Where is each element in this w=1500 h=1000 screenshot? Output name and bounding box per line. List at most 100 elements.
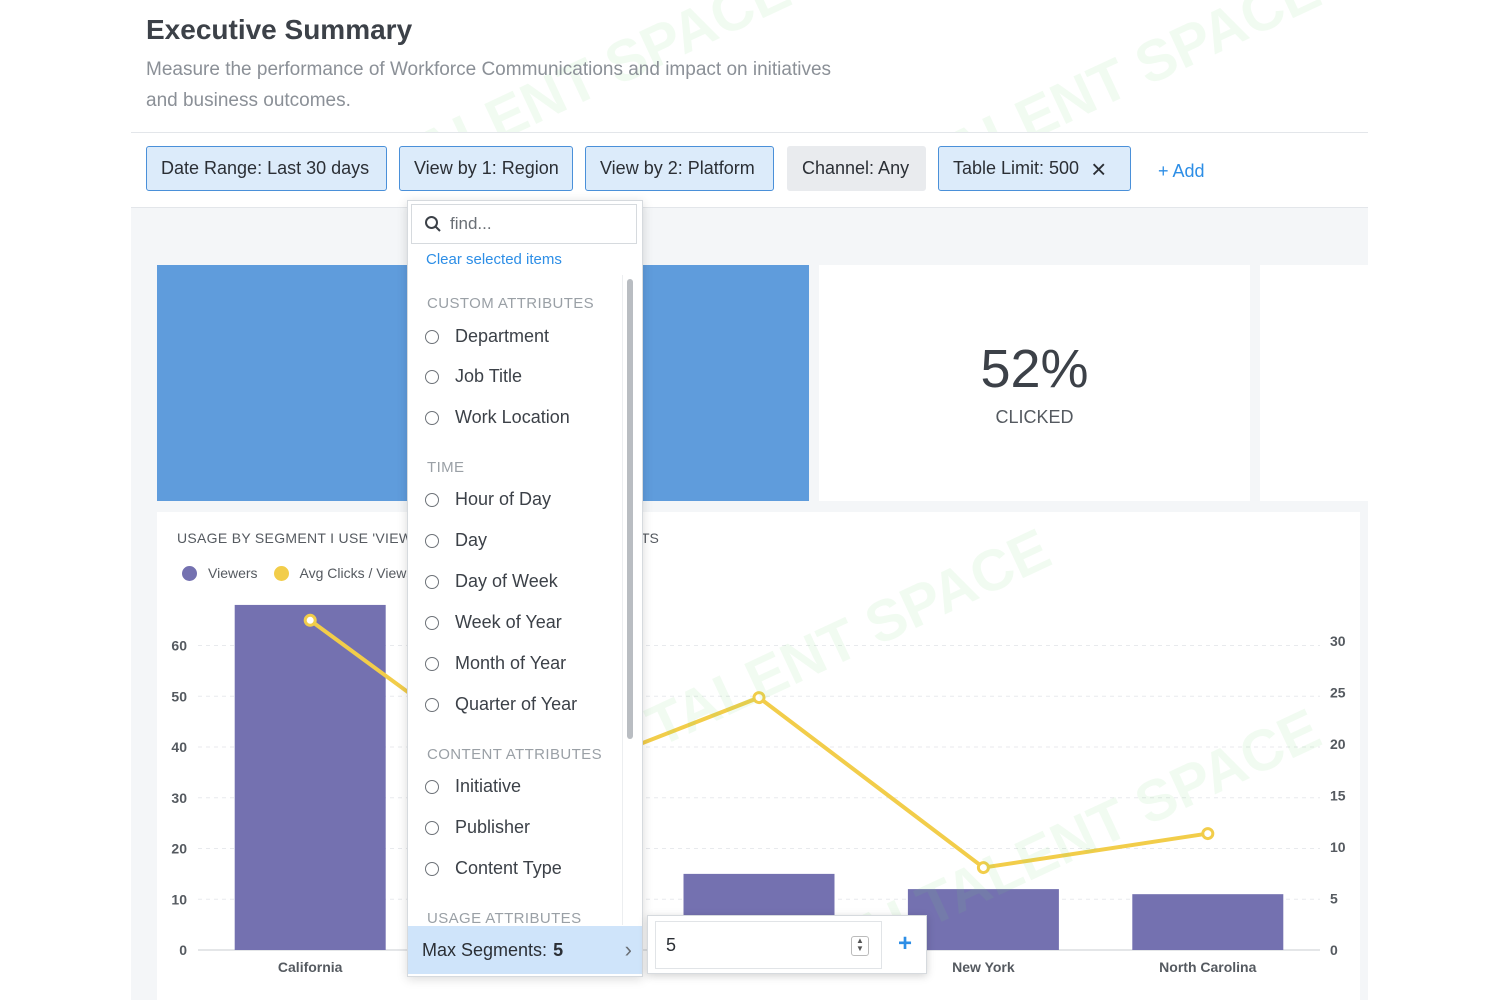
point-avg-clicks xyxy=(303,613,317,627)
find-field[interactable] xyxy=(411,204,637,244)
option-publisher[interactable]: Publisher xyxy=(425,817,530,838)
option-label: Hour of Day xyxy=(455,489,552,509)
view-by-2-filter[interactable]: View by 2: Platform xyxy=(585,146,774,191)
y-left-tick-label: 30 xyxy=(171,790,187,806)
option-label: Content Type xyxy=(455,858,562,878)
bar-viewers xyxy=(907,889,1059,950)
y-left-tick-label: 0 xyxy=(179,942,187,958)
find-input[interactable] xyxy=(448,213,622,235)
point-avg-clicks xyxy=(976,861,990,875)
y-left-tick-label: 20 xyxy=(171,841,187,857)
legend-viewers: Viewers xyxy=(208,565,258,581)
y-right-tick-label: 0 xyxy=(1330,942,1338,958)
max-segments-item[interactable]: Max Segments: 5 › xyxy=(408,926,642,974)
radio-icon[interactable] xyxy=(425,410,439,425)
clicks-legend-dot xyxy=(273,565,289,581)
table-limit-filter[interactable]: Table Limit: 500 × xyxy=(938,146,1131,191)
divider xyxy=(131,132,1368,133)
point-avg-clicks xyxy=(1201,827,1215,841)
y-left-tick-label: 40 xyxy=(171,739,187,755)
option-content-type[interactable]: Content Type xyxy=(425,858,562,879)
clear-selected-link[interactable]: Clear selected items xyxy=(426,251,562,268)
radio-icon[interactable] xyxy=(425,861,439,876)
option-work-location[interactable]: Work Location xyxy=(425,407,570,428)
option-day[interactable]: Day xyxy=(425,530,487,551)
option-month-of-year[interactable]: Month of Year xyxy=(425,653,566,674)
close-icon[interactable]: × xyxy=(1091,153,1107,184)
max-segments-popover: 5 ▲ ▼ + xyxy=(647,915,927,974)
stat-label: CLICKED xyxy=(995,407,1074,427)
radio-icon[interactable] xyxy=(425,329,439,344)
max-segments-value: 5 xyxy=(553,939,564,960)
chevron-right-icon: › xyxy=(624,937,632,962)
view-by-dropdown: Clear selected items CUSTOM ATTRIBUTES D… xyxy=(407,200,643,977)
add-filter-button[interactable]: + Add xyxy=(1158,161,1205,181)
chart-title: USAGE BY SEGMENT I USE 'VIEW xyxy=(177,530,413,546)
y-left-tick-label: 50 xyxy=(171,688,187,704)
radio-icon[interactable] xyxy=(425,615,439,630)
page-title: Executive Summary xyxy=(146,14,413,45)
option-label: Department xyxy=(455,326,550,346)
option-initiative[interactable]: Initiative xyxy=(425,776,521,797)
y-right-tick-label: 5 xyxy=(1330,890,1338,906)
channel-label: Channel: Any xyxy=(802,158,910,178)
option-job-title[interactable]: Job Title xyxy=(425,366,522,387)
option-quarter-of-year[interactable]: Quarter of Year xyxy=(425,694,577,715)
y-right-tick-label: 15 xyxy=(1330,787,1346,803)
option-day-of-week[interactable]: Day of Week xyxy=(425,571,558,592)
viewers-legend-dot xyxy=(182,565,197,581)
bar-viewers xyxy=(234,604,386,950)
max-segments-input[interactable]: 5 ▲ ▼ xyxy=(655,921,882,969)
y-left-tick-label: 60 xyxy=(171,638,187,654)
option-label: Month of Year xyxy=(455,653,567,673)
section-usage-attributes: USAGE ATTRIBUTES xyxy=(427,910,582,927)
filter-bar: Date Range: Last 30 days View by 1: Regi… xyxy=(131,133,1368,208)
y-left-tick-label: 10 xyxy=(171,891,187,907)
option-week-of-year[interactable]: Week of Year xyxy=(425,612,562,633)
radio-icon[interactable] xyxy=(425,369,439,384)
option-label: Initiative xyxy=(455,776,522,796)
option-hour-of-day[interactable]: Hour of Day xyxy=(425,489,551,510)
table-limit-label: Table Limit: 500 xyxy=(953,158,1080,178)
search-icon xyxy=(425,216,441,232)
scroll-track xyxy=(622,275,623,925)
date-range-label: Date Range: Last 30 days xyxy=(161,158,370,178)
plus-icon[interactable]: + xyxy=(898,930,913,957)
scrollbar[interactable] xyxy=(627,279,633,739)
section-custom-attributes: CUSTOM ATTRIBUTES xyxy=(427,295,595,312)
radio-icon[interactable] xyxy=(425,779,439,794)
option-label: Week of Year xyxy=(455,612,562,632)
max-segments-input-value: 5 xyxy=(666,934,677,955)
radio-icon[interactable] xyxy=(425,820,439,835)
view-by-1-label: View by 1: Region xyxy=(414,158,559,178)
date-range-filter[interactable]: Date Range: Last 30 days xyxy=(146,146,387,191)
option-label: Job Title xyxy=(455,366,523,386)
radio-icon[interactable] xyxy=(425,574,439,589)
page-header: Executive Summary Measure the performanc… xyxy=(146,12,846,116)
option-department[interactable]: Department xyxy=(425,326,549,347)
option-label: Day xyxy=(455,530,488,550)
point-avg-clicks xyxy=(752,691,766,705)
chart-title-suffix: TS xyxy=(641,530,659,546)
view-by-1-filter[interactable]: View by 1: Region xyxy=(399,146,573,191)
view-by-2-label: View by 2: Platform xyxy=(600,158,755,178)
radio-icon[interactable] xyxy=(425,533,439,548)
option-label: Day of Week xyxy=(455,571,558,591)
x-tick-label: North Carolina xyxy=(1159,959,1256,975)
y-right-tick-label: 10 xyxy=(1330,839,1346,855)
option-label: Quarter of Year xyxy=(455,694,578,714)
page-subtitle: Measure the performance of Workforce Com… xyxy=(146,59,832,111)
bar-viewers xyxy=(1132,894,1284,950)
chart-legend: Viewers Avg Clicks / Views xyxy=(182,565,413,581)
radio-icon[interactable] xyxy=(425,492,439,507)
x-tick-label: California xyxy=(278,959,343,975)
y-right-tick-label: 25 xyxy=(1330,684,1346,700)
radio-icon[interactable] xyxy=(425,656,439,671)
radio-icon[interactable] xyxy=(425,697,439,712)
channel-filter[interactable]: Channel: Any xyxy=(787,146,926,191)
stepper-icon[interactable]: ▲ ▼ xyxy=(851,936,869,956)
option-label: Publisher xyxy=(455,817,531,837)
stat-value: 52% xyxy=(980,339,1089,399)
section-time: TIME xyxy=(427,459,465,476)
x-tick-label: New York xyxy=(952,959,1015,975)
